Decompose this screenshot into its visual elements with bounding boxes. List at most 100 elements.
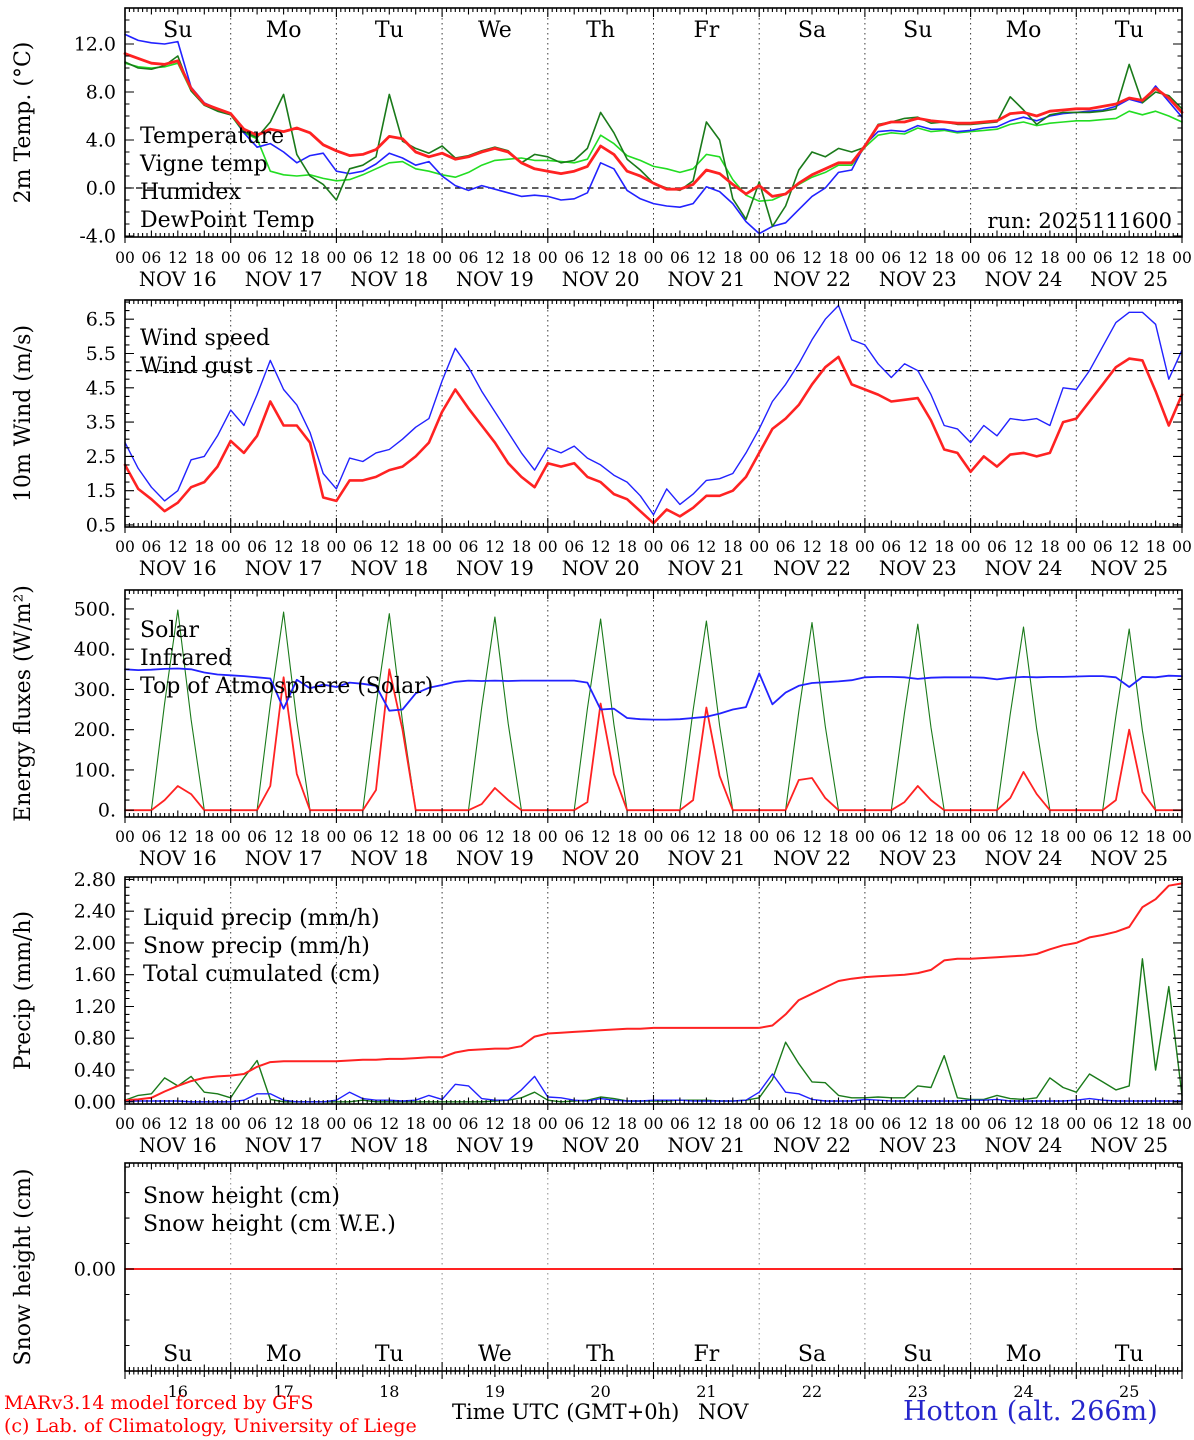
x-hour-label: 00 bbox=[1172, 538, 1192, 556]
x-hour-label: 00 bbox=[749, 538, 769, 556]
panel-temperature: -4.0 0.0 4.0 8.0 12.0 2m Temp. (°C) 00 06 12 18 00… bbox=[11, 7, 1192, 291]
x-hour-label: 12 bbox=[591, 538, 611, 556]
x-hour-label: 12 bbox=[1014, 828, 1034, 846]
x-hour-label: 00 bbox=[961, 828, 981, 846]
y-tick-label: 500. bbox=[74, 598, 116, 620]
weekday-label: Tu bbox=[375, 18, 404, 43]
x-date-label: NOV 21 bbox=[667, 1134, 745, 1157]
x-hour-label: 00 bbox=[538, 538, 558, 556]
bottom-date-number: 17 bbox=[273, 1382, 293, 1401]
y-axis-title-wind: 10m Wind (m/s) bbox=[11, 325, 36, 502]
x-hour-label: 18 bbox=[194, 538, 214, 556]
x-date-label: NOV 18 bbox=[350, 1134, 428, 1157]
x-hour-label: 06 bbox=[881, 538, 901, 556]
x-hour-label: 06 bbox=[142, 828, 162, 846]
day-gridlines bbox=[230, 1163, 1077, 1371]
x-hour-label: 18 bbox=[406, 538, 426, 556]
legend-temperature-1: Vigne temp bbox=[139, 152, 268, 177]
x-hour-label: 06 bbox=[881, 249, 901, 267]
weekday-label: Su bbox=[163, 18, 192, 43]
x-hour-label: 06 bbox=[1093, 249, 1113, 267]
x-hour-label: 12 bbox=[168, 249, 188, 267]
x-hour-label: 00 bbox=[855, 538, 875, 556]
x-hour-label: 12 bbox=[274, 1115, 294, 1133]
station-label: Hotton (alt. 266m) bbox=[903, 1396, 1158, 1427]
y-axis-title-energy-fluxes: Energy fluxes (W/m²) bbox=[11, 585, 36, 822]
total-cumulated-line bbox=[124, 882, 1183, 1102]
x-date-label: NOV 17 bbox=[245, 847, 323, 870]
x-hour-label: 18 bbox=[617, 828, 637, 846]
legend-precip-1: Snow precip (mm/h) bbox=[143, 934, 370, 959]
x-hour-label: 06 bbox=[987, 828, 1007, 846]
x-date-label: NOV 22 bbox=[773, 557, 851, 580]
x-date-label: NOV 18 bbox=[350, 847, 428, 870]
x-hour-label: 18 bbox=[723, 249, 743, 267]
x-date-label: NOV 16 bbox=[139, 847, 217, 870]
x-hour-label: 06 bbox=[459, 828, 479, 846]
axis-ticks bbox=[124, 300, 1183, 533]
x-date-label: NOV 25 bbox=[1090, 1134, 1168, 1157]
weekday-label: Th bbox=[586, 1342, 615, 1367]
x-hour-label: 00 bbox=[855, 1115, 875, 1133]
weekday-label: Fr bbox=[694, 18, 720, 43]
run-label: run: 2025111600 bbox=[987, 209, 1172, 233]
x-hour-label: 18 bbox=[406, 249, 426, 267]
x-hour-label: 06 bbox=[142, 538, 162, 556]
x-date-label: NOV 20 bbox=[562, 847, 640, 870]
weekday-label: Sa bbox=[798, 1342, 826, 1367]
y-axis-title-temperature: 2m Temp. (°C) bbox=[11, 42, 36, 204]
x-hour-label: 06 bbox=[987, 538, 1007, 556]
x-hour-label: 12 bbox=[1119, 1115, 1139, 1133]
x-hour-label: 06 bbox=[564, 1115, 584, 1133]
x-hour-label: 06 bbox=[564, 828, 584, 846]
y-tick-label: 0. bbox=[98, 800, 116, 822]
x-hour-label: 18 bbox=[934, 249, 954, 267]
x-hour-label: 06 bbox=[247, 1115, 267, 1133]
x-hour-label: 00 bbox=[327, 249, 347, 267]
x-hour-label: 12 bbox=[485, 828, 505, 846]
x-hour-label: 06 bbox=[142, 1115, 162, 1133]
x-hour-label: 18 bbox=[194, 1115, 214, 1133]
y-tick-label: 2.5 bbox=[86, 446, 116, 468]
x-hour-label: 12 bbox=[908, 538, 928, 556]
x-hour-label: 18 bbox=[829, 1115, 849, 1133]
x-hour-label: 00 bbox=[961, 538, 981, 556]
x-hour-label: 18 bbox=[617, 1115, 637, 1133]
x-date-label: NOV 17 bbox=[245, 1134, 323, 1157]
x-hour-label: 12 bbox=[379, 1115, 399, 1133]
x-hour-label: 00 bbox=[432, 249, 452, 267]
x-hour-label: 00 bbox=[115, 249, 135, 267]
x-hour-label: 06 bbox=[459, 538, 479, 556]
model-credit-line2: (c) Lab. of Climatology, University of L… bbox=[4, 1415, 417, 1437]
x-date-label: NOV 25 bbox=[1090, 268, 1168, 291]
legend-snow-height-0: Snow height (cm) bbox=[143, 1184, 340, 1209]
weekday-label: We bbox=[478, 18, 512, 43]
wind-gust-line bbox=[124, 304, 1183, 516]
x-date-label: NOV 19 bbox=[456, 557, 534, 580]
x-hour-label: 06 bbox=[459, 249, 479, 267]
x-hour-label: 06 bbox=[353, 1115, 373, 1133]
x-hour-label: 00 bbox=[644, 249, 664, 267]
legend-temperature-0: Temperature bbox=[140, 124, 284, 149]
y-tick-label: 4.0 bbox=[86, 130, 116, 152]
y-tick-label: 5.5 bbox=[86, 343, 116, 365]
x-date-label: NOV 23 bbox=[879, 1134, 957, 1157]
x-hour-label: 12 bbox=[379, 828, 399, 846]
x-hour-label: 18 bbox=[300, 828, 320, 846]
bottom-date-number: 23 bbox=[908, 1382, 928, 1401]
x-hour-label: 18 bbox=[934, 1115, 954, 1133]
x-date-label: NOV 17 bbox=[245, 557, 323, 580]
x-hour-label: 18 bbox=[829, 249, 849, 267]
temperature-line bbox=[123, 52, 1184, 198]
x-hour-label: 06 bbox=[776, 538, 796, 556]
bottom-date-number: 22 bbox=[802, 1382, 822, 1401]
weekday-label: Tu bbox=[1115, 1342, 1144, 1367]
x-hour-label: 06 bbox=[247, 538, 267, 556]
x-hour-label: 06 bbox=[1093, 828, 1113, 846]
x-hour-label: 18 bbox=[194, 249, 214, 267]
x-hour-label: 18 bbox=[723, 1115, 743, 1133]
y-tick-label: 0.0 bbox=[86, 178, 116, 200]
x-hour-label: 00 bbox=[221, 249, 241, 267]
x-hour-label: 06 bbox=[776, 828, 796, 846]
x-hour-label: 12 bbox=[802, 538, 822, 556]
